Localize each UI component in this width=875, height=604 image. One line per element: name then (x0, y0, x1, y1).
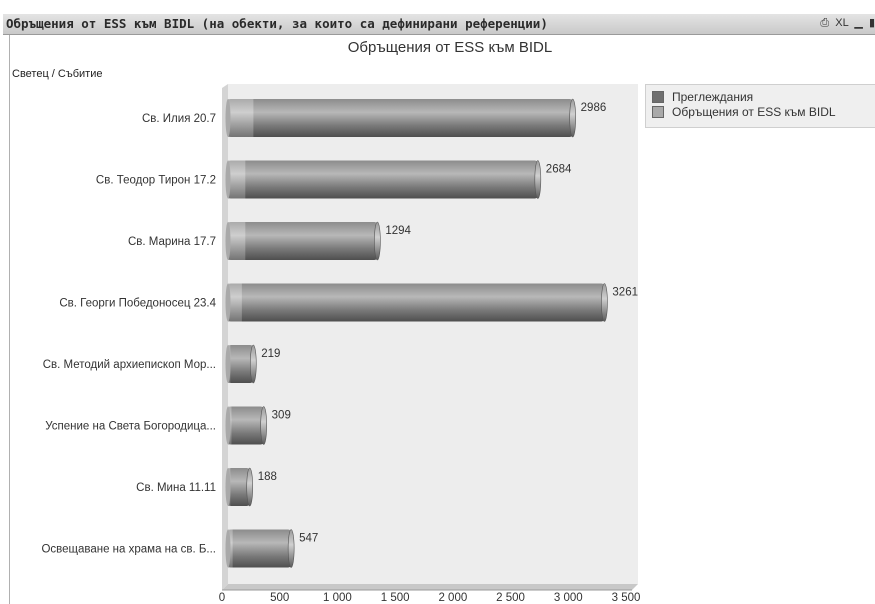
minimize-icon[interactable]: ▁ (854, 17, 863, 29)
chart-legend: Преглеждания Обръщения от ESS към BIDL (645, 84, 875, 128)
bar-views[interactable] (228, 345, 254, 383)
bar-end-cap (246, 467, 254, 507)
bar-end-cap (260, 406, 267, 445)
bar-requests[interactable] (228, 283, 242, 322)
maximize-icon[interactable]: ▮ (868, 17, 875, 29)
legend-swatch-requests (652, 106, 664, 118)
bar-views[interactable] (228, 222, 378, 260)
bar-views[interactable] (228, 283, 605, 322)
bar-value-label: 309 (272, 410, 291, 422)
chart-title: Обръщения от ESS към BIDL (347, 39, 553, 56)
bar-views[interactable] (228, 160, 538, 199)
x-tick-label: 3 500 (612, 592, 641, 604)
x-tick-label: 3 000 (554, 592, 583, 604)
window-left-border (9, 35, 10, 604)
bar-start-cap (225, 99, 231, 137)
x-tick-label: 2 500 (496, 592, 525, 604)
bar-views[interactable] (228, 529, 292, 568)
bar-start-cap (225, 160, 231, 199)
bar-start-cap (225, 222, 231, 260)
bar-requests[interactable] (228, 222, 246, 260)
bar-start-cap (225, 283, 231, 322)
bar-value-label: 3261 (612, 287, 638, 299)
bar-value-label: 1294 (385, 225, 411, 237)
bar-end-cap (569, 98, 576, 138)
bar-views[interactable] (228, 468, 250, 506)
bar-start-cap (225, 406, 231, 445)
bar-views[interactable] (228, 406, 264, 445)
plot-floor (222, 584, 638, 590)
x-tick-label: 1 500 (381, 592, 410, 604)
y-axis-caption: Светец / Събитие (12, 68, 103, 80)
bar-end-cap (287, 529, 295, 568)
bar-end-cap (249, 344, 257, 384)
x-tick-label: 500 (270, 592, 289, 604)
bar-value-label: 219 (261, 348, 280, 360)
window-titlebar[interactable]: Обръщения от ESS към BIDL (на обекти, за… (3, 14, 875, 35)
category-label: Св. Теодор Тирон 17.2 (96, 175, 216, 187)
bar-start-cap (225, 345, 231, 383)
legend-label-views: Преглеждания (672, 90, 754, 104)
bar-value-label: 2986 (581, 102, 607, 114)
bar-start-cap (225, 468, 231, 506)
window-title: Обръщения от ESS към BIDL (на обекти, за… (6, 16, 548, 31)
x-tick-label: 1 000 (323, 592, 352, 604)
legend-swatch-views (652, 91, 664, 103)
bar-requests[interactable] (228, 99, 254, 137)
category-label: Св. Методий архиепископ Мор... (43, 359, 216, 371)
x-tick-label: 2 000 (438, 592, 467, 604)
bar-end-cap (601, 283, 608, 322)
bar-value-label: 2684 (546, 164, 572, 176)
print-icon[interactable]: ⎙ (820, 17, 830, 29)
export-excel-icon[interactable]: XL (835, 17, 849, 29)
category-label: Св. Георги Победоносец 23.4 (59, 298, 216, 310)
category-label: Св. Илия 20.7 (142, 113, 216, 125)
category-label: Св. Марина 17.7 (128, 236, 216, 248)
legend-label-requests: Обръщения от ESS към BIDL (672, 105, 836, 119)
window-controls: ⎙ XL ▁ ▮ (817, 16, 875, 30)
bar-requests[interactable] (228, 160, 246, 199)
bar-value-label: 547 (299, 533, 318, 545)
bar-value-label: 188 (258, 471, 277, 483)
category-label: Освещаване на храма на св. Б... (41, 544, 216, 556)
plot-area (228, 84, 638, 584)
bar-end-cap (374, 221, 381, 261)
plot-side-wall (222, 84, 228, 590)
bar-views[interactable] (228, 99, 573, 137)
category-label: Св. Мина 11.11 (136, 482, 216, 494)
category-label: Успение на Света Богородица... (45, 421, 216, 433)
bar-end-cap (534, 160, 542, 199)
x-tick-label: 0 (219, 592, 225, 604)
bar-start-cap (225, 529, 231, 568)
